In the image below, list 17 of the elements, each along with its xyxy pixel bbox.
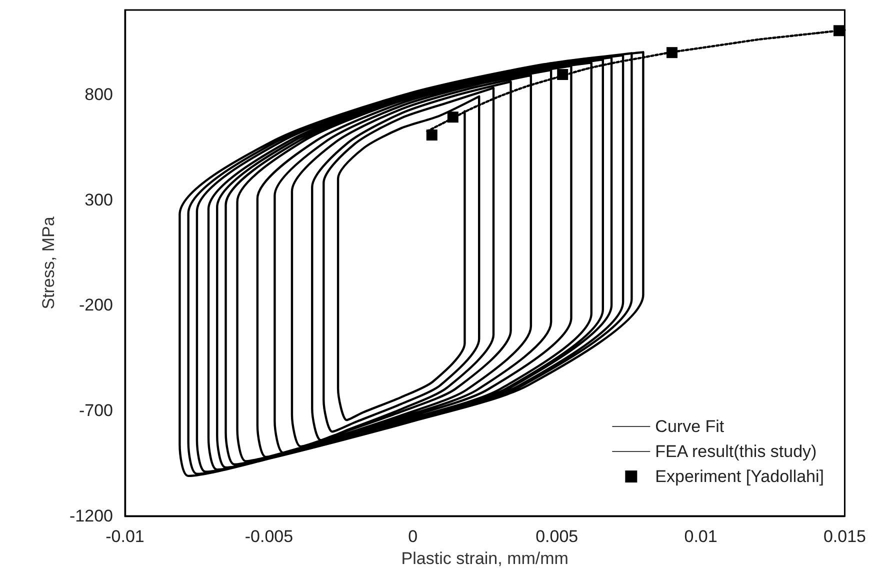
x-tick-label: 0.01 <box>684 527 718 546</box>
y-tick-label: -700 <box>78 401 113 420</box>
point <box>426 130 438 141</box>
y-axis-title: Stress, MPa <box>39 216 58 310</box>
x-tick-label: -0.005 <box>244 527 294 546</box>
x-tick-label: 0.015 <box>823 527 866 546</box>
legend-label: FEA result(this study) <box>655 442 817 461</box>
x-tick-label: 0 <box>408 527 418 546</box>
y-tick-label: -200 <box>78 296 113 315</box>
y-tick-label: 300 <box>84 190 113 210</box>
x-tick-label: -0.01 <box>106 527 144 546</box>
y-tick-label: -1200 <box>70 506 113 526</box>
legend-label: Curve Fit <box>655 417 724 436</box>
x-axis-title: Plastic strain, mm/mm <box>401 549 568 568</box>
legend-label: Experiment [Yadollahi] <box>655 467 824 486</box>
x-tick-label: 0.005 <box>536 527 578 546</box>
y-tick-label: 800 <box>84 84 113 104</box>
